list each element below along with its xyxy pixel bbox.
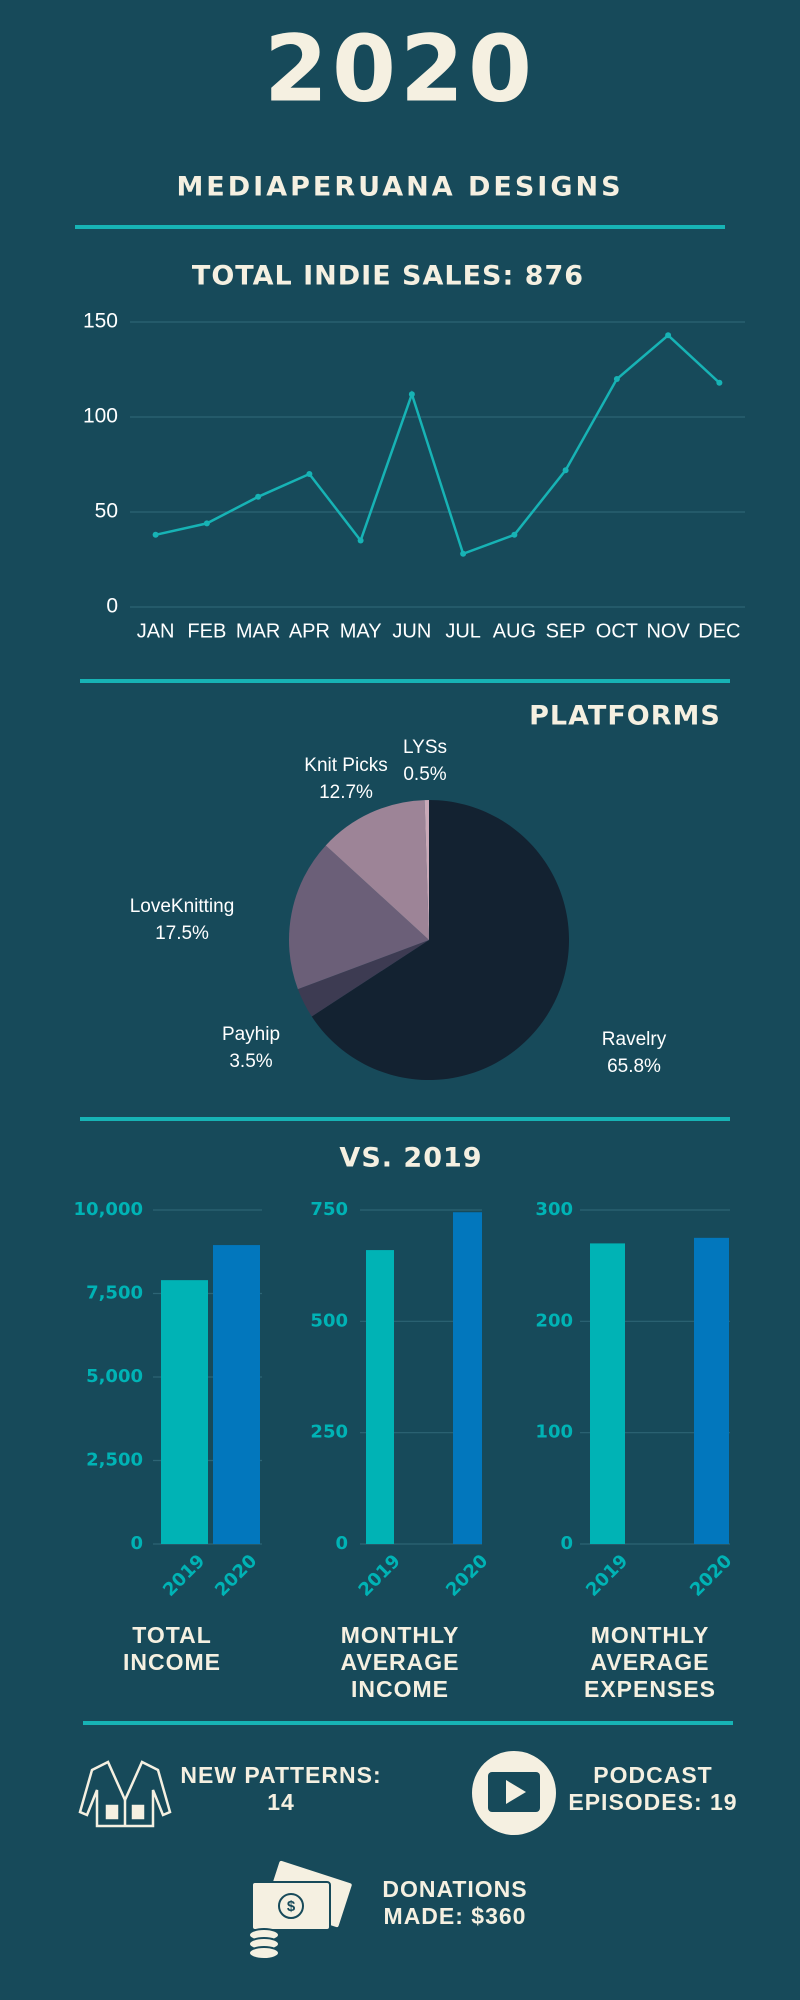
stat: PODCAST EPISODES: 19 bbox=[568, 1762, 738, 1815]
bar bbox=[366, 1250, 394, 1544]
point bbox=[357, 537, 364, 544]
y-tick-label: 300 bbox=[535, 1199, 573, 1220]
x-tick-label: AUG bbox=[493, 620, 536, 642]
y-tick-label: 0 bbox=[560, 1533, 573, 1554]
slice-label: LoveKnitting bbox=[130, 896, 235, 917]
x-tick-label: JUL bbox=[445, 620, 481, 642]
point bbox=[562, 467, 569, 474]
subtitle: MEDIAPERUANA DESIGNS bbox=[176, 172, 623, 203]
y-tick-label: 2,500 bbox=[86, 1450, 143, 1471]
cardigan-icon bbox=[78, 1760, 172, 1828]
pie-slice bbox=[297, 940, 429, 1017]
x-tick-label: DEC bbox=[698, 620, 740, 642]
chart-title: TOTAL INDIE SALES: 876 bbox=[192, 261, 584, 292]
x-tick-label: 2020 bbox=[442, 1551, 492, 1601]
y-tick-label: 500 bbox=[310, 1310, 348, 1331]
chart-title: TOTAL INCOME bbox=[123, 1622, 221, 1675]
bar bbox=[213, 1245, 260, 1544]
y-tick-label: 0 bbox=[106, 595, 118, 618]
point bbox=[613, 376, 620, 382]
pie-slice bbox=[311, 800, 570, 1080]
x-tick-label: SEP bbox=[546, 620, 586, 642]
y-tick-label: 7,500 bbox=[86, 1283, 143, 1304]
y-tick-label: 100 bbox=[83, 405, 118, 428]
point bbox=[152, 531, 159, 538]
y-tick-label: 10,000 bbox=[74, 1199, 143, 1220]
slice-value: 3.5% bbox=[229, 1051, 272, 1072]
x-tick-label: 2019 bbox=[159, 1551, 209, 1601]
bar bbox=[590, 1243, 625, 1544]
point bbox=[306, 471, 313, 477]
y-tick-label: 150 bbox=[83, 310, 118, 333]
x-tick-label: JUN bbox=[392, 620, 431, 642]
slice-value: 17.5% bbox=[155, 923, 209, 944]
y-tick-label: 5,000 bbox=[86, 1366, 143, 1387]
slice-value: 0.5% bbox=[403, 764, 446, 785]
y-tick-label: 250 bbox=[310, 1422, 348, 1443]
bar bbox=[694, 1237, 729, 1544]
pie-slice bbox=[289, 845, 429, 990]
chart-title: MONTHLY AVERAGE EXPENSES bbox=[584, 1622, 716, 1702]
slice-label: Ravelry bbox=[602, 1029, 667, 1050]
x-tick-label: JAN bbox=[137, 620, 175, 642]
point bbox=[665, 332, 672, 339]
stat: NEW PATTERNS: 14 bbox=[180, 1762, 382, 1815]
y-tick-label: 50 bbox=[95, 500, 118, 523]
x-tick-label: 2020 bbox=[686, 1551, 736, 1601]
y-tick-label: 750 bbox=[310, 1199, 348, 1220]
slice-label: LYSs bbox=[403, 737, 447, 758]
y-tick-label: 100 bbox=[535, 1422, 573, 1443]
x-tick-label: 2019 bbox=[582, 1551, 632, 1601]
slice-value: 65.8% bbox=[607, 1056, 661, 1077]
bar bbox=[161, 1280, 208, 1544]
chart-title: MONTHLY AVERAGE INCOME bbox=[340, 1622, 460, 1702]
point bbox=[716, 379, 723, 386]
stat: DONATIONS MADE: $360 bbox=[382, 1876, 528, 1929]
money-icon: $ bbox=[248, 1858, 354, 1960]
x-tick-label: APR bbox=[289, 620, 330, 642]
slice-value: 12.7% bbox=[319, 782, 373, 803]
x-tick-label: MAR bbox=[236, 620, 280, 642]
slice-label: Payhip bbox=[222, 1024, 280, 1045]
x-tick-label: OCT bbox=[596, 620, 638, 642]
y-tick-label: 0 bbox=[130, 1533, 143, 1554]
point bbox=[460, 550, 467, 557]
pie-slice bbox=[325, 800, 429, 940]
svg-text:$: $ bbox=[287, 1898, 296, 1915]
pie-slice bbox=[424, 800, 429, 940]
chart-title: PLATFORMS bbox=[529, 701, 721, 732]
play-icon bbox=[472, 1751, 556, 1835]
x-tick-label: MAY bbox=[340, 620, 382, 642]
bar bbox=[453, 1212, 482, 1544]
section-title: VS. 2019 bbox=[339, 1143, 482, 1174]
x-tick-label: FEB bbox=[187, 620, 226, 642]
x-tick-label: 2019 bbox=[355, 1551, 405, 1601]
point bbox=[511, 531, 518, 538]
point bbox=[408, 391, 415, 398]
main-title: 2020 bbox=[264, 15, 536, 122]
point bbox=[203, 520, 210, 527]
slice-label: Knit Picks bbox=[304, 755, 387, 776]
x-tick-label: 2020 bbox=[211, 1551, 261, 1601]
x-tick-label: NOV bbox=[646, 620, 690, 642]
y-tick-label: 200 bbox=[535, 1310, 573, 1331]
y-tick-label: 0 bbox=[335, 1533, 348, 1554]
point bbox=[255, 493, 262, 500]
line bbox=[155, 333, 721, 556]
